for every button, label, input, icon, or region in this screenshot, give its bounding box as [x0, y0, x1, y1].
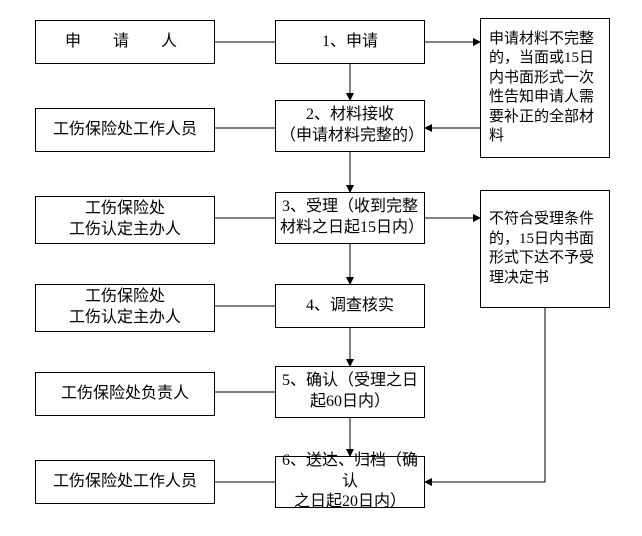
step-box-4: 4、调查核实 — [275, 284, 425, 328]
role-box-handler-2: 工伤保险处 工伤认定主办人 — [35, 284, 215, 332]
step-box-3: 3、受理（收到完整 材料之日起15日内） — [275, 192, 425, 244]
step-box-2: 2、材料接收 （申请材料完整的） — [275, 100, 425, 152]
role-label: 工伤保险处负责人 — [61, 384, 189, 405]
role-label: 工伤保险处 工伤认定主办人 — [69, 287, 181, 329]
role-box-staff-1: 工伤保险处工作人员 — [35, 108, 215, 152]
role-box-applicant: 申 请 人 — [35, 20, 215, 64]
role-label: 工伤保险处工作人员 — [53, 120, 197, 141]
step-label: 1、申请 — [322, 32, 378, 53]
role-label: 工伤保险处工作人员 — [53, 472, 197, 493]
step-box-5: 5、确认（受理之日 起60日内） — [275, 366, 425, 418]
note-label: 不符合受理条件的，15日内书面形式下达不予受理决定书 — [489, 210, 601, 288]
note-box-reject: 不符合受理条件的，15日内书面形式下达不予受理决定书 — [480, 190, 610, 308]
role-box-staff-2: 工伤保险处工作人员 — [35, 460, 215, 504]
role-label: 工伤保险处 工伤认定主办人 — [69, 199, 181, 241]
step-label: 3、受理（收到完整 材料之日起15日内） — [280, 197, 420, 239]
role-box-leader: 工伤保险处负责人 — [35, 372, 215, 416]
step-label: 5、确认（受理之日 起60日内） — [282, 371, 418, 413]
role-label: 申 请 人 — [65, 32, 185, 53]
note-label: 申请材料不完整的，当面或15日内书面形式一次性告知申请人需要补正的全部材料 — [489, 30, 601, 147]
role-box-handler-1: 工伤保险处 工伤认定主办人 — [35, 196, 215, 244]
step-box-6: 6、送达、归档（确认 之日起20日内） — [275, 456, 425, 508]
step-box-1: 1、申请 — [275, 20, 425, 64]
note-box-incomplete: 申请材料不完整的，当面或15日内书面形式一次性告知申请人需要补正的全部材料 — [480, 18, 610, 158]
step-label: 2、材料接收 （申请材料完整的） — [280, 105, 420, 147]
step-label: 6、送达、归档（确认 之日起20日内） — [280, 451, 420, 513]
step-label: 4、调查核实 — [306, 296, 394, 317]
